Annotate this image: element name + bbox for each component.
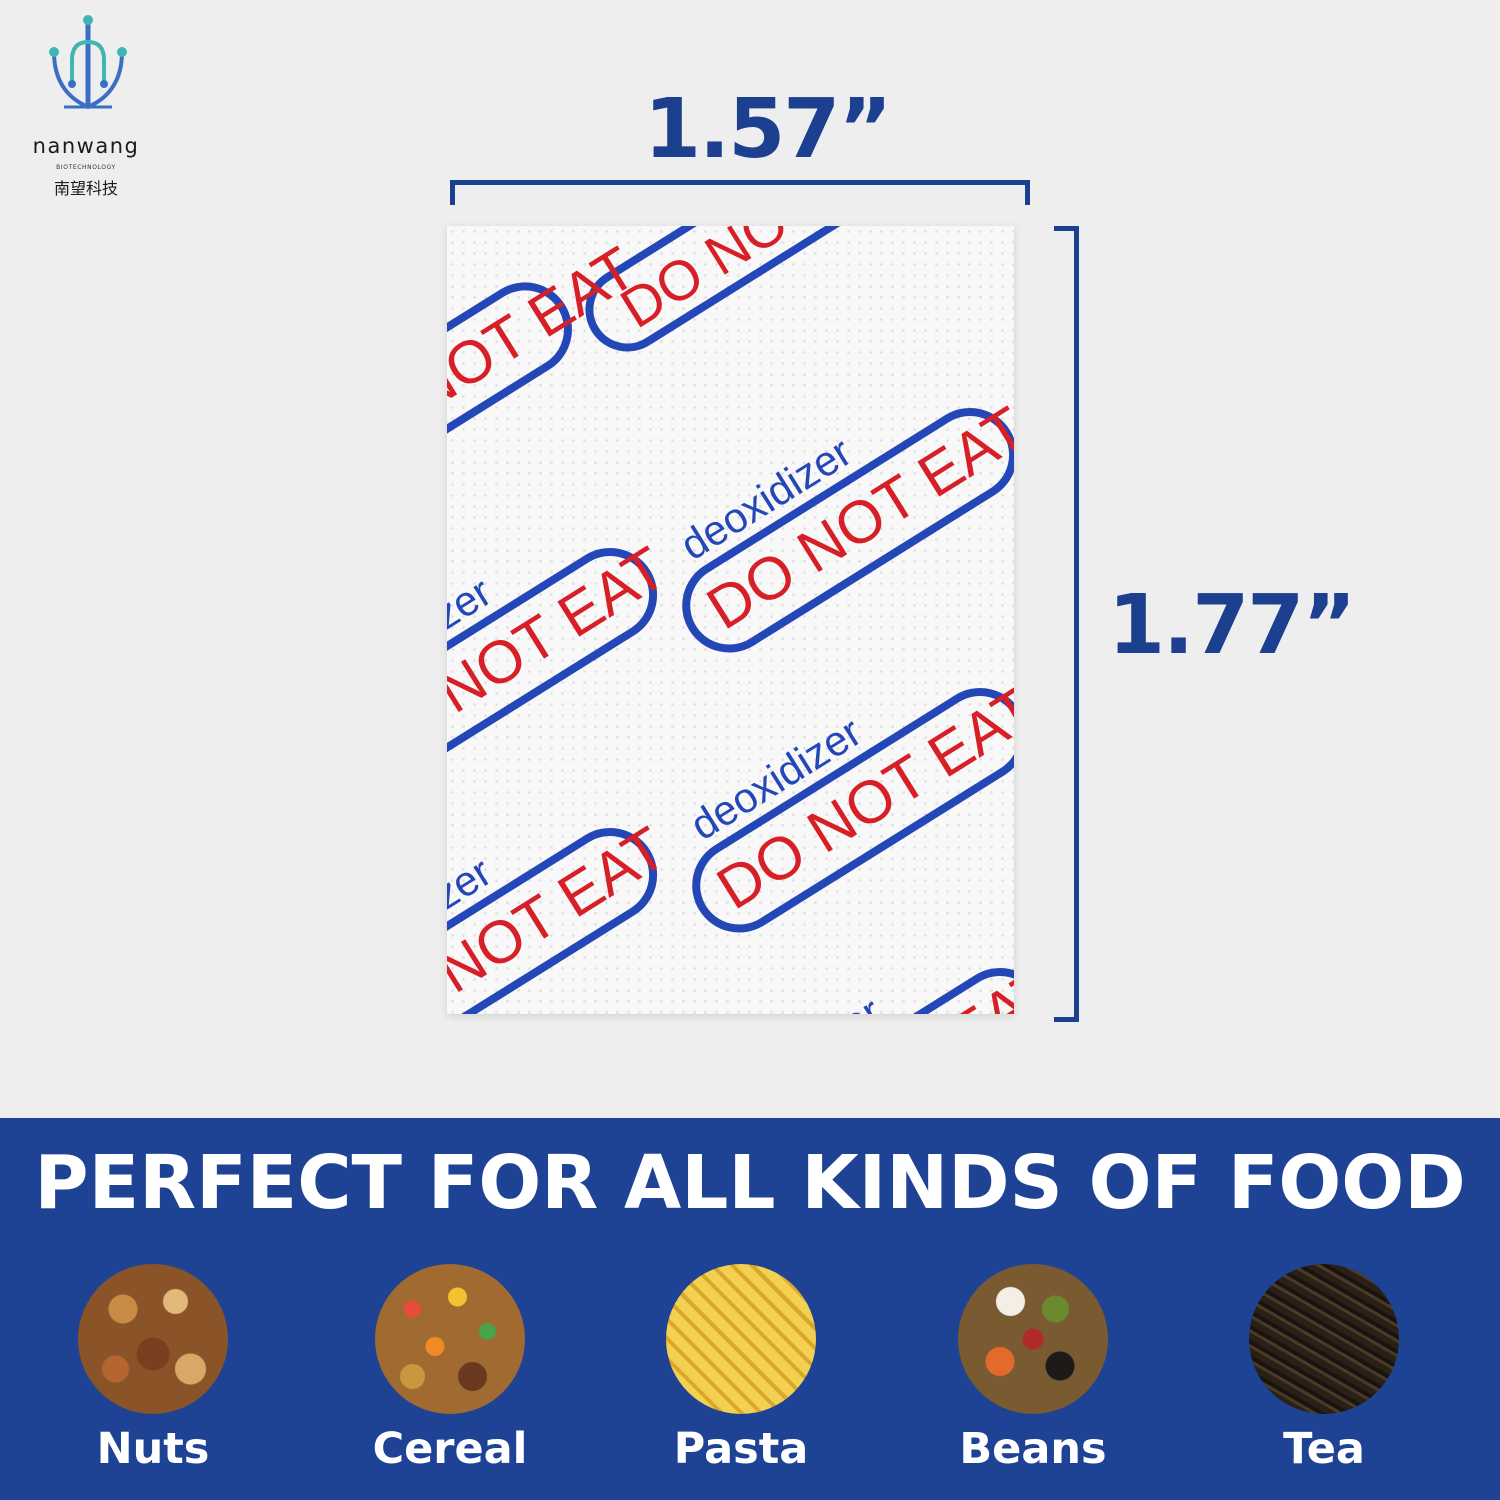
packet-print: DO NOT EAT deoxidizer DO NOT EAT DO NOT … — [447, 226, 1014, 1014]
food-label-cereal: Cereal — [372, 1424, 528, 1474]
banner-title: PERFECT FOR ALL KINDS OF FOOD — [34, 1140, 1466, 1226]
food-label-beans: Beans — [959, 1424, 1107, 1474]
tea-image — [1249, 1264, 1399, 1414]
pasta-image — [666, 1264, 816, 1414]
height-dimension-label: 1.77” — [1108, 578, 1356, 673]
packet-warning-3: DO NOT EAT — [447, 234, 647, 482]
oxygen-absorber-packet: DO NOT EAT deoxidizer DO NOT EAT DO NOT … — [447, 226, 1014, 1014]
food-item-cereal: Cereal — [350, 1264, 550, 1494]
food-label-pasta: Pasta — [673, 1424, 809, 1474]
logo-mark-icon — [49, 15, 127, 110]
brand-logo: nanwang BIOTECHNOLOGY 南望科技 — [18, 12, 158, 198]
width-dimension-bracket — [450, 180, 1030, 205]
food-item-tea: Tea — [1224, 1264, 1424, 1494]
logo-subtitle: BIOTECHNOLOGY — [56, 164, 116, 171]
food-item-nuts: Nuts — [53, 1264, 253, 1494]
food-item-pasta: Pasta — [641, 1264, 841, 1494]
logo-chinese-name: 南望科技 — [53, 179, 118, 198]
packet-warning-6: DO NOT EAT — [447, 814, 677, 1014]
logo-name: nanwang — [32, 134, 140, 158]
height-dimension-bracket — [1054, 226, 1079, 1022]
width-dimension-label: 1.57” — [644, 82, 892, 177]
cereal-image — [375, 1264, 525, 1414]
food-label-nuts: Nuts — [96, 1424, 210, 1474]
nuts-image — [78, 1264, 228, 1414]
food-label-tea: Tea — [1283, 1424, 1365, 1474]
packet-word-5: deoxidizer — [702, 988, 889, 1014]
beans-image — [958, 1264, 1108, 1414]
food-item-beans: Beans — [933, 1264, 1133, 1494]
